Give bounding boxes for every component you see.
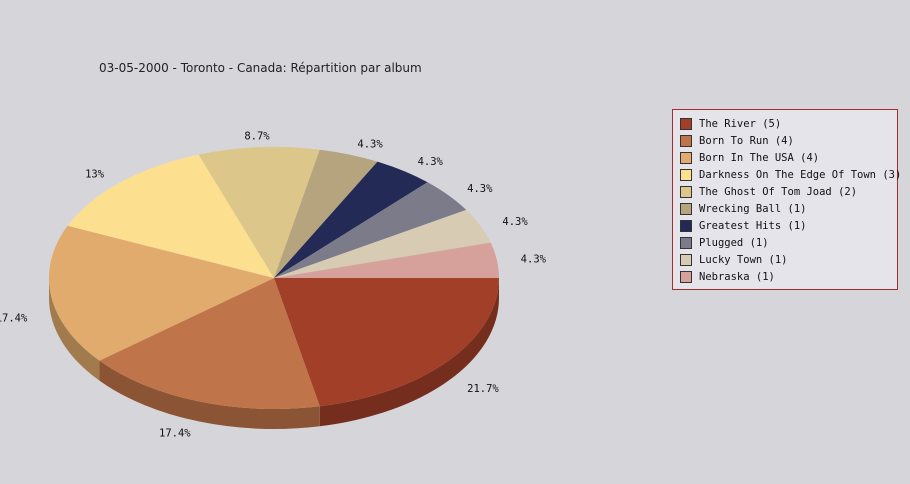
pie-slice-2 [48,225,275,361]
pie-slice-1 [99,278,320,409]
pie-slice-4 [198,147,320,278]
pie-label-2: 17.4% [0,312,28,324]
legend-item: The Ghost Of Tom Joad (2) [680,183,857,200]
pie-label-0: 21.7% [467,383,499,395]
legend-swatch [680,270,692,283]
legend-label: Born In The USA (4) [699,151,820,164]
pie-label-8: 4.3% [502,216,528,228]
pie-label-4: 8.7% [244,130,270,142]
legend-label: The Ghost Of Tom Joad (2) [699,185,858,198]
legend-swatch [680,185,692,198]
pie-slice-5 [274,149,378,278]
pie-label-6: 4.3% [418,156,444,168]
legend-label: Greatest Hits (1) [699,219,807,232]
legend-swatch [680,117,692,130]
legend-label: Born To Run (4) [699,134,794,147]
legend-label: Nebraska (1) [699,270,775,283]
legend-item: The River (5) [680,115,781,132]
legend-item: Darkness On The Edge Of Town (3) [680,166,901,183]
legend-label: Plugged (1) [699,236,769,249]
legend-swatch [680,219,692,232]
pie-slices [48,147,499,409]
chart-title: 03-05-2000 - Toronto - Canada: Répartiti… [99,61,422,75]
pie-sides [48,278,499,429]
legend-label: Darkness On The Edge Of Town (3) [699,168,902,181]
legend-swatch [680,134,692,147]
legend-item: Wrecking Ball (1) [680,200,806,217]
legend-item: Born To Run (4) [680,132,794,149]
legend: The River (5) Born To Run (4) Born In The … [672,109,901,290]
pie-slice-7 [274,182,467,278]
pie-slice-6 [274,161,428,278]
pie-side-0 [319,278,499,427]
pie-label-7: 4.3% [467,183,493,195]
legend-label: Lucky Town (1) [699,253,788,266]
pie-side-1 [99,360,320,429]
pie-label-1: 17.4% [159,428,191,440]
legend-swatch [680,253,692,266]
pie-label-5: 4.3% [357,138,383,150]
pie-slice-3 [67,154,274,278]
pie-label-3: 13% [85,168,105,180]
legend-swatch [680,168,692,181]
pie-slice-0 [274,278,499,407]
legend-swatch [680,202,692,215]
pie-side-2 [48,278,100,381]
legend-label: Wrecking Ball (1) [699,202,807,215]
pie-slice-8 [274,209,491,278]
legend-item: Born In The USA (4) [680,149,819,166]
legend-swatch [680,151,692,164]
legend-item: Lucky Town (1) [680,251,788,268]
legend-label: The River (5) [699,117,782,130]
legend-item: Plugged (1) [680,234,769,251]
pie-slice-9 [274,242,499,278]
legend-swatch [680,236,692,249]
legend-item: Nebraska (1) [680,268,775,285]
pie-label-9: 4.3% [521,254,547,266]
legend-item: Greatest Hits (1) [680,217,806,234]
pie-labels: 21.7% 17.4% 17.4% 13% 8.7% 4.3% 4.3% 4.3% 4.3% 4.… [0,130,547,439]
